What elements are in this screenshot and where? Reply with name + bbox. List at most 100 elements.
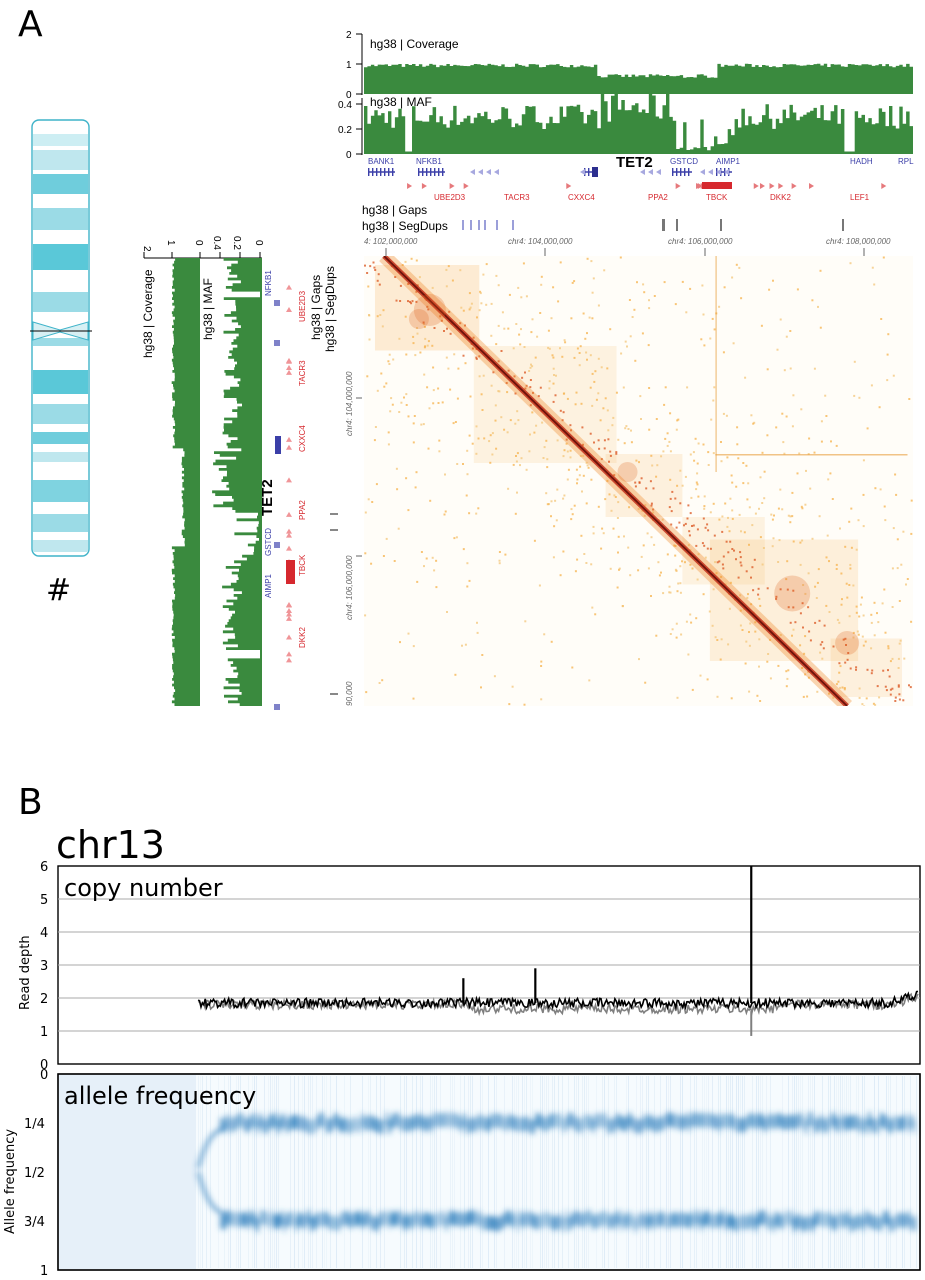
contact-speckle — [364, 264, 366, 267]
contact-speckle — [614, 496, 617, 498]
contact-speckle — [669, 412, 672, 415]
contact-speckle — [739, 624, 742, 627]
af-streak — [524, 1076, 525, 1268]
af-band-cell — [517, 1117, 520, 1132]
contact-speckle — [844, 545, 847, 548]
af-streak — [838, 1076, 839, 1268]
contact-speckle — [503, 327, 506, 330]
af-streak — [514, 1076, 515, 1268]
contact-speckle — [841, 598, 843, 601]
contact-speckle — [547, 346, 550, 349]
af-band-cell — [274, 1112, 277, 1127]
af-streak — [756, 1076, 757, 1268]
contact-speckle — [629, 574, 632, 577]
contact-speckle — [721, 530, 724, 533]
contact-speckle — [399, 284, 402, 287]
contact-speckle — [829, 472, 832, 475]
af-band-cell — [313, 1215, 316, 1230]
contact-speckle — [601, 527, 604, 530]
contact-speckle — [844, 637, 847, 640]
af-streak — [562, 1076, 563, 1268]
af-band-cell — [766, 1215, 769, 1230]
contact-speckle — [699, 674, 702, 677]
af-streak — [420, 1076, 421, 1268]
af-band-cell — [697, 1210, 700, 1225]
af-band-cell — [769, 1113, 772, 1128]
af-band-cell — [715, 1212, 718, 1227]
side-coord-end: 90,000 — [345, 681, 354, 706]
af-band-cell — [301, 1115, 304, 1130]
contact-speckle — [738, 266, 741, 269]
af-band-cell — [361, 1113, 364, 1128]
gene-aimp1: AIMP1 — [716, 157, 741, 166]
contact-speckle — [853, 394, 856, 397]
af-band-cell — [481, 1216, 484, 1231]
domain-hotspot — [617, 462, 638, 482]
left-coverage-track: 2 1 0 0.4 0.2 0 hg38 | Coverage — [141, 236, 264, 706]
contact-speckle — [792, 540, 795, 543]
contact-speckle — [493, 675, 496, 678]
contact-speckle — [692, 451, 695, 454]
gene-ppa2: PPA2 — [648, 193, 668, 202]
af-band-cell — [775, 1114, 778, 1129]
contact-speckle — [507, 369, 510, 372]
contact-speckle — [846, 596, 849, 599]
contact-speckle — [525, 468, 528, 471]
segdups-label: hg38 | SegDups — [362, 219, 448, 233]
af-streak — [800, 1076, 801, 1268]
contact-speckle — [777, 507, 780, 510]
ideogram-band — [33, 370, 88, 394]
domain-hotspot — [774, 575, 811, 612]
af-band-cell — [670, 1213, 673, 1228]
af-band-cell — [709, 1112, 712, 1127]
contact-speckle — [597, 304, 600, 307]
side-gene-ube2d3: UBE2D3 — [298, 290, 307, 322]
contact-speckle — [586, 332, 588, 335]
contact-speckle — [666, 432, 669, 435]
af-band-cell — [478, 1113, 481, 1128]
contact-speckle — [575, 391, 578, 394]
contact-speckle — [735, 263, 738, 266]
af-band-cell — [292, 1115, 295, 1130]
contact-speckle — [548, 347, 551, 350]
contact-speckle — [779, 634, 782, 636]
af-streak — [840, 1076, 841, 1268]
contact-speckle — [857, 633, 860, 636]
contact-speckle — [650, 536, 653, 539]
contact-speckle — [789, 521, 792, 524]
contact-speckle — [525, 384, 528, 387]
contact-speckle — [879, 488, 882, 491]
af-band-cell — [232, 1210, 235, 1225]
af-band-cell — [574, 1117, 577, 1132]
contact-speckle — [616, 517, 619, 519]
contact-speckle — [660, 455, 663, 458]
segdup-mark — [484, 220, 486, 230]
af-streak — [548, 1076, 549, 1268]
af-streak — [558, 1076, 559, 1268]
contact-speckle — [511, 685, 514, 688]
contact-speckle — [381, 679, 384, 682]
af-streak — [696, 1076, 697, 1268]
side-strand-arrow — [286, 532, 292, 538]
af-streak — [614, 1076, 615, 1268]
contact-speckle — [607, 429, 610, 432]
contact-speckle — [559, 409, 562, 412]
af-streak — [434, 1076, 435, 1268]
af-band-cell — [613, 1118, 616, 1133]
contact-speckle — [636, 281, 638, 284]
y-tick-label: 6 — [40, 860, 48, 875]
contact-speckle — [739, 551, 742, 554]
af-band-cell — [583, 1213, 586, 1228]
af-band-cell — [568, 1112, 571, 1127]
af-streak — [324, 1076, 325, 1268]
contact-speckle — [366, 272, 369, 274]
contact-speckle — [368, 314, 370, 316]
af-band-cell — [526, 1210, 529, 1225]
contact-speckle — [569, 456, 572, 459]
gene-tbck-body — [702, 182, 732, 189]
ideogram-band — [33, 540, 88, 552]
contact-speckle — [407, 283, 410, 285]
contact-speckle — [695, 481, 698, 484]
chromosome-symbol: # — [46, 573, 71, 608]
